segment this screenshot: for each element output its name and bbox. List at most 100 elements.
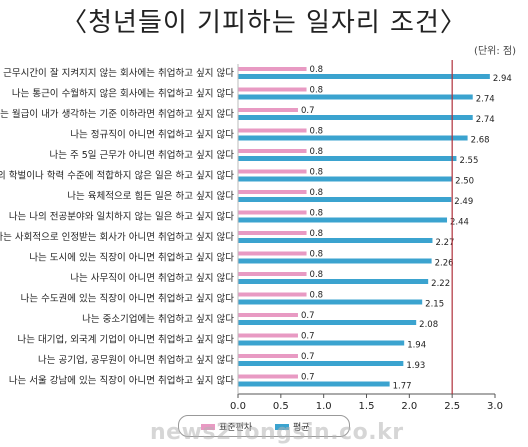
value-label-short: 0.7 [301, 332, 315, 342]
value-label-short: 0.8 [310, 127, 324, 137]
category-label: 나는 나의 전공분야와 일치하지 않는 일은 하고 싶지 않다 [9, 211, 234, 223]
value-label-long: 2.49 [454, 197, 473, 207]
x-tick-label: 1.0 [316, 401, 332, 412]
value-label-short: 0.8 [310, 65, 324, 75]
bar-long [238, 320, 417, 325]
value-label-short: 0.8 [310, 209, 324, 219]
x-tick-label: 2.5 [444, 401, 460, 412]
bar-long [238, 176, 453, 182]
legend-label-long: 평균 [293, 423, 310, 433]
value-label-long: 2.68 [471, 136, 490, 146]
legend-item-long: 평균 [275, 420, 310, 433]
category-label: 나는 사무직이 아니면 취업하고 싶지 않다 [70, 272, 234, 284]
legend-swatch-short [201, 423, 215, 430]
bar-short [238, 210, 307, 215]
category-label: 나는 월급이 내가 생각하는 기준 이하라면 취업하고 싶지 않다 [0, 108, 234, 120]
value-label-long: 2.15 [425, 300, 444, 310]
value-label-short: 0.7 [301, 106, 315, 116]
category-label: 나는 대기업, 외국계 기업이 아니면 취업하고 싶지 않다 [18, 334, 235, 346]
unit-label: (단위: 점) [474, 46, 516, 57]
x-axis: 0.0 0.5 1.0 1.5 2.0 2.5 3.0 [230, 60, 503, 412]
bar-short [238, 292, 307, 297]
category-label: 나는 수도권에 있는 직장이 아니면 취업하고 싶지 않다 [21, 293, 235, 305]
value-label-long: 2.50 [455, 177, 474, 187]
legend: 표준편차 평균 [178, 415, 350, 437]
value-label-long: 2.55 [459, 156, 478, 166]
value-label-short: 0.7 [301, 311, 315, 321]
chart-title: 〈청년들이 기피하는 일자리 조건〉 [61, 8, 467, 38]
category-label: 나는 통근이 수월하지 않은 회사에는 취업하고 싶지 않다 [12, 88, 234, 100]
bar-short [238, 149, 307, 153]
legend-label-short: 표준편차 [219, 423, 253, 433]
category-label: 나는 주 5일 근무가 아니면 취업하고 싶지 않다 [49, 149, 234, 161]
bar-short [238, 354, 298, 358]
bar-long [238, 74, 490, 79]
value-label-short: 0.8 [310, 188, 324, 198]
value-label-short: 0.8 [310, 291, 324, 301]
value-label-short: 0.8 [310, 270, 324, 280]
bar-long [238, 135, 468, 141]
category-label: 나는 사회적으로 인정받는 회사가 아니면 취업하고 싶지 않다 [0, 231, 234, 243]
bar-short [238, 272, 307, 276]
value-label-short: 0.8 [310, 229, 324, 239]
x-tick-label: 0.0 [230, 401, 246, 412]
value-label-short: 0.8 [310, 86, 324, 96]
bar-long [238, 361, 404, 366]
bar-short [238, 190, 307, 194]
value-label-long: 1.94 [407, 341, 426, 351]
bar-short [238, 169, 307, 174]
bar-long [238, 94, 473, 100]
value-label-long: 2.27 [435, 238, 454, 248]
category-label: 나는 서울 강남에 있는 직장이 아니면 취업하고 싶지 않다 [9, 375, 234, 387]
category-label: 나는 공기업, 공무원이 아니면 취업하고 싶지 않다 [38, 354, 234, 366]
value-label-long: 2.44 [450, 218, 469, 228]
bar-short [238, 374, 298, 379]
bar-long [238, 156, 457, 161]
bar-long [238, 258, 432, 264]
value-labels: 0.8 2.94 0.8 2.74 0.7 2.74 0.8 2.68 0.8 2.55 0.8 2.… [301, 65, 512, 392]
bar-short [238, 108, 298, 112]
x-tick-label: 2.0 [401, 401, 417, 412]
bar-short [238, 128, 307, 133]
value-label-short: 0.8 [310, 147, 324, 157]
category-label: 나는 중소기업에는 취업하고 싶지 않다 [82, 313, 234, 325]
category-label: 나는 도시에 있는 직장이 아니면 취업하고 싶지 않다 [29, 252, 234, 264]
legend-swatch-long [275, 423, 289, 430]
bar-long [238, 279, 429, 284]
bar-short [238, 87, 307, 92]
x-tick-label: 1.5 [359, 401, 375, 412]
bars [238, 67, 490, 387]
category-label: 나는 정규직이 아니면 취업하고 싶지 않다 [70, 129, 234, 141]
x-tick-label: 0.5 [273, 401, 289, 412]
category-label: 나는 육체적으로 힘든 일은 하고 싶지 않다 [67, 190, 234, 202]
bar-short [238, 251, 307, 256]
watermark: news2Tongsin.co.kr [150, 420, 404, 445]
value-label-short: 0.7 [301, 352, 315, 362]
bar-short [238, 313, 298, 317]
value-label-long: 2.26 [435, 259, 454, 269]
bar-long [238, 197, 452, 202]
bar-short [238, 333, 298, 338]
category-label: 나는 나의 학벌이나 학력 수준에 적합하지 않은 일은 하고 싶지 않다 [0, 170, 234, 182]
value-label-long: 2.08 [419, 320, 438, 330]
value-label-long: 1.77 [393, 382, 412, 392]
bar-long [238, 340, 405, 346]
category-label: 나는 근무시간이 잘 지켜지지 않는 회사에는 취업하고 싶지 않다 [0, 67, 234, 79]
bar-long [238, 381, 390, 387]
value-label-long: 2.94 [493, 74, 512, 84]
value-label-long: 2.74 [476, 95, 495, 105]
legend-item-short: 표준편차 [201, 420, 252, 433]
bar-short [238, 231, 307, 235]
bar-short [238, 67, 307, 71]
value-label-long: 1.93 [406, 361, 425, 371]
value-label-short: 0.8 [310, 168, 324, 178]
value-label-long: 2.22 [431, 279, 450, 289]
bar-long [238, 115, 473, 120]
value-label-short: 0.7 [301, 373, 315, 383]
bar-long [238, 299, 423, 305]
bar-long [238, 217, 448, 223]
value-label-long: 2.74 [476, 115, 495, 125]
value-label-short: 0.8 [310, 250, 324, 260]
